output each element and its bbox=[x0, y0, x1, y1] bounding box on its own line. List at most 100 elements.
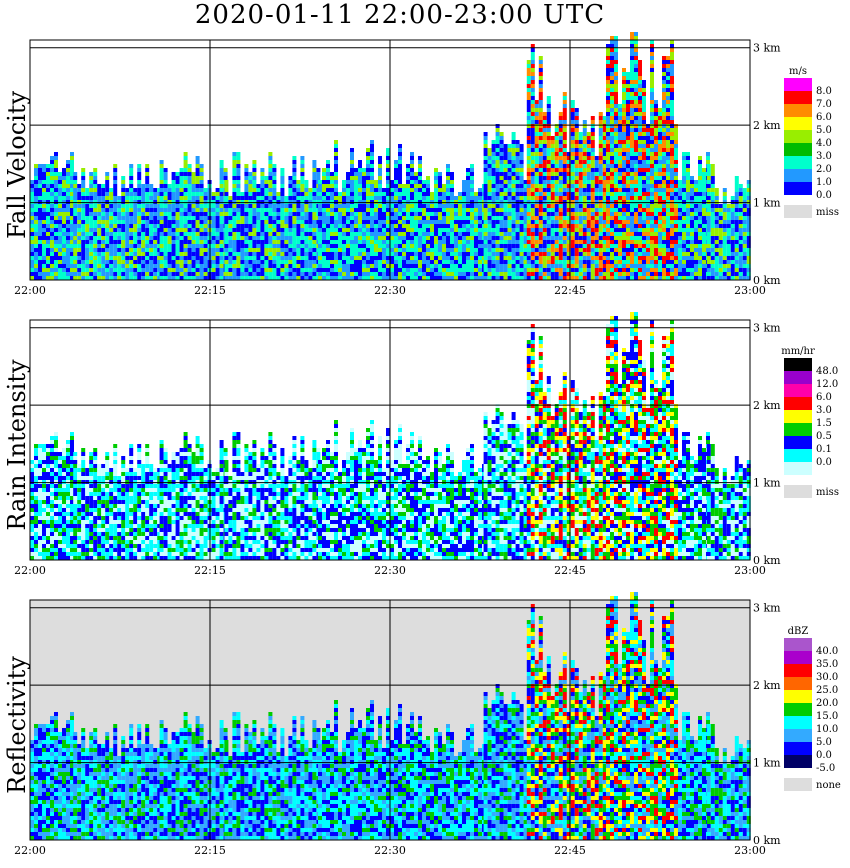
echo-cell bbox=[358, 160, 362, 164]
echo-cell bbox=[570, 248, 575, 252]
echo-cell bbox=[54, 172, 58, 176]
echo-cell bbox=[526, 204, 531, 208]
echo-cell bbox=[626, 168, 630, 172]
echo-cell bbox=[236, 264, 241, 268]
echo-cell bbox=[438, 192, 442, 196]
echo-cell bbox=[634, 156, 638, 160]
echo-cell bbox=[495, 236, 500, 240]
echo-cell bbox=[646, 160, 650, 164]
echo-cell bbox=[614, 216, 618, 220]
echo-cell bbox=[121, 232, 126, 236]
echo-cell bbox=[534, 152, 539, 156]
echo-cell bbox=[232, 252, 237, 256]
echo-cell bbox=[422, 228, 426, 232]
echo-cell bbox=[594, 164, 599, 168]
echo-cell bbox=[334, 212, 338, 216]
echo-cell bbox=[606, 252, 610, 256]
echo-cell bbox=[630, 48, 634, 52]
echo-cell bbox=[167, 256, 172, 260]
echo-cell bbox=[362, 184, 366, 188]
echo-cell bbox=[191, 192, 196, 196]
echo-cell bbox=[374, 240, 378, 244]
echo-cell bbox=[260, 252, 265, 256]
echo-cell bbox=[450, 244, 454, 248]
echo-cell bbox=[458, 252, 462, 256]
echo-cell bbox=[93, 272, 98, 276]
echo-cell bbox=[503, 256, 508, 260]
echo-cell bbox=[434, 172, 438, 176]
echo-cell bbox=[638, 164, 642, 168]
echo-cell bbox=[163, 276, 168, 280]
echo-cell bbox=[121, 188, 126, 192]
echo-cell bbox=[93, 168, 98, 172]
echo-cell bbox=[438, 212, 442, 216]
echo-cell bbox=[626, 196, 630, 200]
echo-cell bbox=[586, 244, 591, 248]
echo-cell bbox=[260, 248, 265, 252]
echo-cell bbox=[526, 68, 531, 72]
echo-cell bbox=[546, 128, 551, 132]
echo-cell bbox=[542, 184, 547, 188]
echo-cell bbox=[511, 176, 516, 180]
echo-cell bbox=[503, 236, 508, 240]
echo-cell bbox=[326, 184, 330, 188]
echo-cell bbox=[462, 204, 466, 208]
echo-cell bbox=[284, 212, 289, 216]
echo-cell bbox=[248, 232, 253, 236]
echo-cell bbox=[466, 188, 470, 192]
echo-cell bbox=[398, 168, 402, 172]
echo-cell bbox=[610, 232, 614, 236]
echo-cell bbox=[167, 264, 172, 268]
echo-cell bbox=[546, 144, 551, 148]
echo-cell bbox=[642, 84, 646, 88]
echo-cell bbox=[141, 204, 146, 208]
echo-cell bbox=[646, 148, 650, 152]
echo-cell bbox=[195, 156, 200, 160]
echo-cell bbox=[300, 208, 305, 212]
echo-cell bbox=[511, 152, 516, 156]
echo-cell bbox=[562, 216, 567, 220]
echo-cell bbox=[370, 164, 374, 168]
echo-cell bbox=[406, 252, 410, 256]
echo-cell bbox=[149, 276, 154, 280]
echo-cell bbox=[34, 196, 38, 200]
echo-cell bbox=[260, 184, 265, 188]
echo-cell bbox=[322, 176, 326, 180]
echo-cell bbox=[101, 252, 106, 256]
echo-cell bbox=[610, 80, 614, 84]
echo-cell bbox=[515, 208, 520, 212]
echo-cell bbox=[342, 248, 346, 252]
echo-cell bbox=[30, 180, 34, 184]
echo-cell bbox=[382, 236, 386, 240]
echo-cell bbox=[199, 252, 204, 256]
echo-cell bbox=[272, 208, 277, 212]
echo-cell bbox=[292, 212, 297, 216]
echo-cell bbox=[634, 176, 638, 180]
echo-cell bbox=[300, 184, 305, 188]
echo-cell bbox=[346, 196, 350, 200]
echo-cell bbox=[296, 180, 301, 184]
echo-cell bbox=[153, 220, 158, 224]
echo-cell bbox=[458, 236, 462, 240]
echo-cell bbox=[542, 212, 547, 216]
echo-cell bbox=[350, 204, 354, 208]
echo-cell bbox=[50, 180, 54, 184]
echo-cell bbox=[570, 120, 575, 124]
echo-cell bbox=[434, 224, 438, 228]
echo-cell bbox=[434, 272, 438, 276]
echo-cell bbox=[503, 180, 508, 184]
echo-cell bbox=[183, 212, 188, 216]
echo-cell bbox=[554, 200, 559, 204]
echo-cell bbox=[50, 192, 54, 196]
echo-cell bbox=[195, 228, 200, 232]
echo-cell bbox=[105, 244, 110, 248]
echo-cell bbox=[141, 208, 146, 212]
echo-cell bbox=[626, 164, 630, 168]
echo-cell bbox=[219, 236, 224, 240]
echo-cell bbox=[458, 248, 462, 252]
echo-cell bbox=[330, 268, 334, 272]
echo-cell bbox=[105, 184, 110, 188]
echo-cell bbox=[523, 248, 528, 252]
echo-cell bbox=[334, 164, 338, 168]
echo-cell bbox=[426, 236, 430, 240]
